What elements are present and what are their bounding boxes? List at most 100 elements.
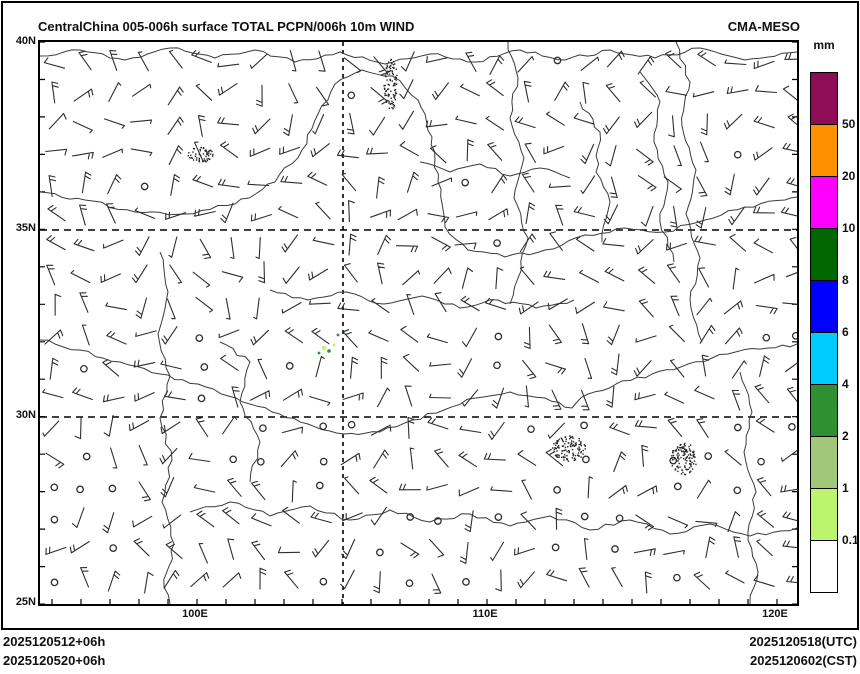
boundary-line [507,42,529,305]
axis-ticks [40,42,797,604]
precip-spot [336,333,340,337]
lat-label-25N: 25N [15,596,36,608]
calm-wind-circle [50,483,59,492]
calm-wind-circle [669,456,678,465]
boundary-line [189,501,511,527]
calm-wind-circle [704,452,713,460]
calm-wind-circle [315,481,324,490]
colorbar-label-10: 10 [842,221,856,235]
calm-wind-circle [229,455,238,464]
precip-spot [321,345,327,351]
precip-spot [332,343,336,347]
calm-wind-circle [434,517,442,525]
colorbar-unit-label: mm [813,38,835,52]
boundary-line [40,69,797,258]
calm-wind-circle [80,364,88,373]
calm-wind-circle [757,457,765,466]
calm-wind-circle [108,484,117,493]
boundary-line [419,161,571,179]
colorbar-segment-5 [810,332,838,385]
page-frame [1,1,859,630]
calm-wind-circle [319,422,328,431]
lake-stipple [552,435,586,462]
colorbar-label-1: 1 [842,481,849,495]
calm-wind-circle [580,512,589,521]
calm-wind-circle [733,150,742,159]
calm-wind-circle [611,545,619,553]
calm-wind-circle [461,178,470,187]
calm-wind-circle [200,363,209,371]
colorbar-segment-1 [810,124,838,177]
colorbar-segment-6 [810,384,838,437]
boundary-line [219,341,261,483]
lake-stipple [671,442,697,476]
calm-wind-circle [109,544,118,552]
map-canvas [40,42,797,604]
calm-wind-circle [733,423,742,432]
calm-wind-circle [197,394,206,403]
calm-wind-circle [462,578,470,586]
colorbar-segment-7 [810,436,838,489]
calm-wind-circle [580,421,588,430]
init-time-cst-label: 2025120520+06h [3,653,106,668]
boundary-line [739,371,759,604]
colorbar-segment-0 [810,72,838,125]
calm-wind-circle [319,577,328,586]
boundary-line [40,47,797,65]
calm-wind-circle [582,455,590,464]
calm-wind-circle [195,334,204,342]
colorbar-segment-4 [810,280,838,333]
boundary-line [40,339,797,435]
calm-wind-circle [551,543,560,552]
calm-wind-circle [733,486,742,495]
calm-wind-circle [527,425,535,434]
calm-wind-circle [493,239,501,247]
calm-wind-circle [553,56,562,65]
calm-wind-circle [673,482,682,491]
valid-time-utc-label: 2025120518(UTC) [749,634,857,649]
calm-wind-circle [406,513,415,521]
boundary-line [675,42,703,343]
colorbar-label-6: 6 [842,325,849,339]
lat-label-35N: 35N [15,222,36,234]
calm-wind-circle [615,514,624,523]
lon-label-100E: 100E [182,608,208,620]
calm-wind-circle [494,332,503,341]
calm-wind-circle [285,362,294,370]
colorbar-segment-8 [810,488,838,541]
calm-wind-circle [494,513,503,521]
calm-wind-circle [319,457,328,466]
lake-stipple [187,146,214,163]
calm-wind-circle [376,548,384,557]
boundary-line [269,289,575,309]
calm-wind-circle [553,486,561,494]
boundary-line [509,515,797,537]
calm-wind-circle [50,578,59,587]
model-name-label: CMA-MESO [727,19,800,34]
calm-wind-circle [673,573,681,582]
calm-wind-circle [347,91,356,100]
map-area [38,40,799,606]
colorbar-label-4: 4 [842,377,849,391]
valid-time-cst-label: 2025120602(CST) [750,653,857,668]
lon-label-120E: 120E [762,608,788,620]
precip-spot [317,351,321,355]
lat-label-40N: 40N [15,35,36,47]
precip-spot [327,349,331,353]
boundary-line [639,71,675,263]
colorbar-label-20: 20 [842,169,856,183]
calm-wind-circle [82,452,91,461]
calm-wind-circle [256,457,265,466]
calm-wind-circle [405,579,414,588]
wind-barbs [42,49,797,594]
colorbar-label-2: 2 [842,429,849,443]
plot-title: CentralChina 005-006h surface TOTAL PCPN… [38,19,415,34]
calm-wind-circle [50,515,59,524]
calm-wind-circle [76,485,84,494]
calm-wind-circle [788,423,796,431]
lat-label-30N: 30N [15,409,36,421]
calm-wind-circle [140,182,149,191]
colorbar-label-0.1: 0.1 [842,533,859,547]
colorbar-label-50: 50 [842,117,856,131]
